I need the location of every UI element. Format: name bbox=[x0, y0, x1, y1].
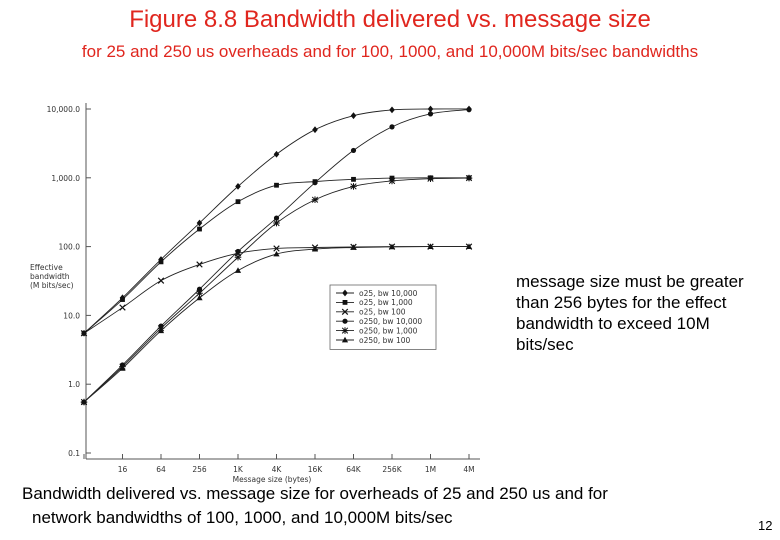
x-tick-label: 64 bbox=[156, 465, 166, 474]
data-point bbox=[273, 215, 280, 221]
y-tick-label: 1,000.0 bbox=[51, 174, 80, 183]
data-point bbox=[158, 259, 164, 265]
data-point bbox=[351, 176, 356, 182]
data-point bbox=[157, 327, 165, 334]
chart-legend bbox=[329, 284, 437, 350]
data-point bbox=[274, 182, 279, 188]
annotation-note: message size must be greater than 256 by… bbox=[516, 272, 744, 354]
data-point bbox=[273, 150, 280, 158]
data-point bbox=[388, 243, 396, 250]
legend-label: o25, bw 10,000 bbox=[359, 289, 418, 298]
data-point bbox=[235, 182, 241, 190]
y-tick-label: 10,000.0 bbox=[47, 105, 81, 114]
data-point bbox=[389, 106, 395, 114]
y-tick-label: 100.0 bbox=[59, 243, 81, 252]
legend-marker bbox=[342, 289, 348, 297]
data-point bbox=[311, 196, 319, 204]
legend-marker bbox=[342, 318, 348, 324]
x-tick-label: 256K bbox=[382, 465, 402, 474]
data-point bbox=[273, 250, 280, 257]
data-point bbox=[273, 219, 280, 227]
data-point bbox=[196, 261, 203, 268]
data-point bbox=[80, 330, 88, 337]
legend-label: o250, bw 100 bbox=[359, 336, 410, 345]
x-tick-label: 4M bbox=[463, 465, 474, 474]
x-tick-label: 256 bbox=[192, 465, 207, 474]
data-point bbox=[273, 245, 280, 252]
data-point bbox=[350, 244, 357, 250]
legend-marker bbox=[341, 327, 349, 334]
data-point bbox=[196, 289, 203, 297]
data-point bbox=[350, 112, 357, 120]
data-point bbox=[235, 199, 241, 205]
data-point bbox=[427, 243, 434, 249]
data-point bbox=[465, 243, 473, 249]
legend-marker bbox=[341, 336, 349, 343]
slide-title: Figure 8.8 Bandwidth delivered vs. messa… bbox=[129, 6, 651, 33]
data-point bbox=[388, 177, 396, 185]
y-axis-label: Effective bbox=[30, 263, 63, 272]
data-point bbox=[120, 297, 125, 302]
data-point bbox=[196, 294, 203, 301]
data-point bbox=[312, 126, 318, 134]
x-tick-label: 16 bbox=[118, 465, 128, 474]
legend-label: o25, bw 100 bbox=[359, 308, 406, 317]
data-point bbox=[466, 107, 472, 113]
x-tick-label: 1M bbox=[425, 465, 436, 474]
data-point bbox=[427, 111, 434, 117]
x-tick-label: 4K bbox=[272, 465, 283, 474]
y-tick-label: 0.1 bbox=[68, 449, 80, 458]
data-point bbox=[119, 304, 126, 311]
slide-subtitle: for 25 and 250 us overheads and for 100,… bbox=[81, 42, 699, 61]
y-axis-label: (M bits/sec) bbox=[30, 281, 74, 290]
data-point bbox=[235, 248, 241, 255]
data-point bbox=[234, 253, 242, 261]
data-point bbox=[311, 245, 319, 252]
x-tick-label: 16K bbox=[308, 465, 324, 474]
data-point bbox=[196, 219, 203, 227]
data-point bbox=[80, 398, 88, 405]
x-tick-label: 1K bbox=[233, 465, 244, 474]
y-axis-label: bandwidth bbox=[30, 272, 70, 281]
page-number: 12 bbox=[758, 518, 773, 533]
data-point bbox=[389, 124, 395, 130]
caption-line-1: Bandwidth delivered vs. message size for… bbox=[22, 484, 608, 503]
legend-label: o250, bw 10,000 bbox=[359, 317, 422, 326]
data-point bbox=[234, 267, 242, 273]
data-point bbox=[312, 180, 318, 186]
x-axis-label: Message size (bytes) bbox=[233, 475, 312, 484]
y-tick-label: 1.0 bbox=[68, 380, 80, 389]
legend-marker bbox=[342, 300, 348, 305]
data-point bbox=[157, 277, 165, 284]
data-point bbox=[196, 286, 203, 292]
data-point bbox=[350, 183, 357, 190]
caption-line-2: network bandwidths of 100, 1000, and 10,… bbox=[32, 508, 453, 527]
data-point bbox=[197, 226, 202, 232]
data-point bbox=[427, 175, 434, 183]
legend-label: o250, bw 1,000 bbox=[359, 326, 418, 335]
slide-caption: Bandwidth delivered vs. message size for… bbox=[22, 482, 722, 530]
y-tick-label: 10.0 bbox=[63, 311, 80, 320]
x-tick-label: 64K bbox=[346, 465, 362, 474]
legend-label: o25, bw 1,000 bbox=[359, 298, 413, 307]
data-point bbox=[350, 147, 357, 154]
legend-marker bbox=[341, 308, 349, 316]
data-point bbox=[427, 105, 434, 113]
data-point bbox=[465, 174, 473, 182]
data-point bbox=[119, 365, 126, 371]
